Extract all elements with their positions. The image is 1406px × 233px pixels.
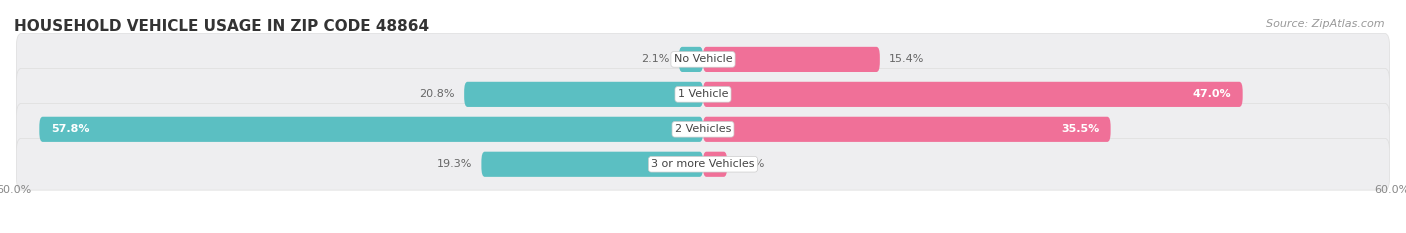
Legend: Owner-occupied, Renter-occupied: Owner-occupied, Renter-occupied xyxy=(585,230,821,233)
FancyBboxPatch shape xyxy=(464,82,703,107)
Text: 19.3%: 19.3% xyxy=(437,159,472,169)
Text: 3 or more Vehicles: 3 or more Vehicles xyxy=(651,159,755,169)
FancyBboxPatch shape xyxy=(703,82,1243,107)
Text: 2 Vehicles: 2 Vehicles xyxy=(675,124,731,134)
Text: 47.0%: 47.0% xyxy=(1192,89,1232,99)
FancyBboxPatch shape xyxy=(679,47,703,72)
Text: 2.1%: 2.1% xyxy=(737,159,765,169)
FancyBboxPatch shape xyxy=(703,47,880,72)
Text: 57.8%: 57.8% xyxy=(51,124,90,134)
FancyBboxPatch shape xyxy=(39,117,703,142)
Text: 35.5%: 35.5% xyxy=(1062,124,1099,134)
Text: HOUSEHOLD VEHICLE USAGE IN ZIP CODE 48864: HOUSEHOLD VEHICLE USAGE IN ZIP CODE 4886… xyxy=(14,19,429,34)
FancyBboxPatch shape xyxy=(17,103,1389,155)
FancyBboxPatch shape xyxy=(703,117,1111,142)
Text: 1 Vehicle: 1 Vehicle xyxy=(678,89,728,99)
Text: 20.8%: 20.8% xyxy=(419,89,456,99)
FancyBboxPatch shape xyxy=(703,152,727,177)
Text: 15.4%: 15.4% xyxy=(889,55,924,64)
Text: No Vehicle: No Vehicle xyxy=(673,55,733,64)
FancyBboxPatch shape xyxy=(17,138,1389,190)
Text: Source: ZipAtlas.com: Source: ZipAtlas.com xyxy=(1267,19,1385,29)
FancyBboxPatch shape xyxy=(481,152,703,177)
FancyBboxPatch shape xyxy=(17,34,1389,85)
Text: 2.1%: 2.1% xyxy=(641,55,669,64)
FancyBboxPatch shape xyxy=(17,69,1389,120)
